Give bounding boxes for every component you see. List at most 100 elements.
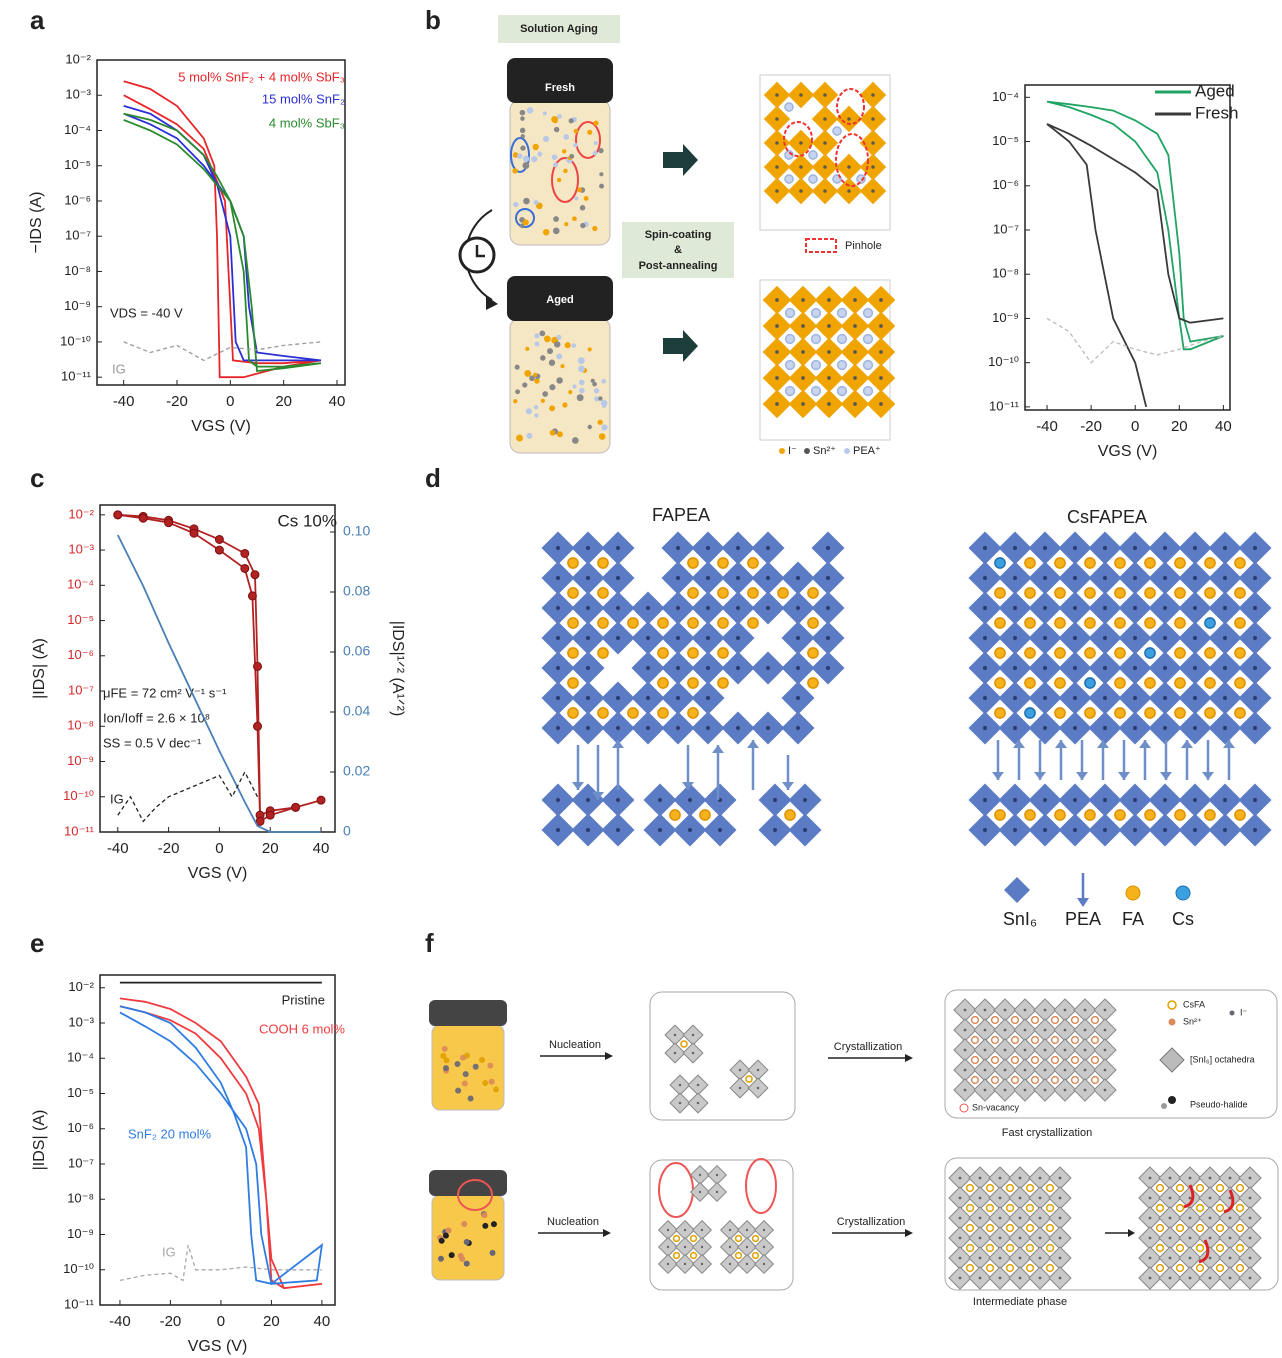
y-tick-label: 10⁻⁸ <box>67 718 94 733</box>
atom <box>675 725 681 731</box>
atom <box>799 93 803 97</box>
atom <box>756 1086 760 1090</box>
particle <box>590 378 595 383</box>
cation <box>567 647 579 659</box>
label-box <box>622 222 734 278</box>
atom <box>1252 545 1258 551</box>
label: Solution Aging <box>520 23 598 35</box>
cation <box>965 1183 975 1193</box>
y-tick-label: 10⁻⁹ <box>992 310 1019 325</box>
atom <box>1102 635 1108 641</box>
cation <box>784 809 796 821</box>
particle <box>525 408 532 415</box>
particle <box>577 357 585 365</box>
atom <box>1168 1176 1172 1180</box>
atom <box>1042 635 1048 641</box>
atom <box>715 1173 719 1177</box>
atom <box>1248 1236 1252 1240</box>
atom <box>1168 1256 1172 1260</box>
arrow-head <box>1139 740 1151 748</box>
atom <box>1148 1176 1152 1180</box>
x-tick-label: -20 <box>1080 418 1102 435</box>
cation <box>687 617 699 629</box>
step-label: Nucleation <box>549 1039 601 1051</box>
atom <box>983 1088 987 1092</box>
particle <box>481 1212 488 1219</box>
particle <box>488 1078 495 1085</box>
atom <box>1103 1088 1107 1092</box>
series-line <box>117 770 259 823</box>
particle <box>542 111 547 116</box>
atom <box>825 665 831 671</box>
arrow-head <box>1181 740 1193 748</box>
atom <box>1248 1216 1252 1220</box>
atom <box>1012 695 1018 701</box>
particle <box>440 1052 447 1059</box>
atom <box>1102 605 1108 611</box>
atom <box>765 605 771 611</box>
atom <box>1132 545 1138 551</box>
cation <box>1114 647 1126 659</box>
marker <box>240 548 250 558</box>
cation <box>808 174 818 184</box>
y-tick-label: 10⁻¹⁰ <box>63 1261 94 1276</box>
cation <box>1144 617 1156 629</box>
cation <box>1005 1263 1015 1273</box>
particle <box>556 431 563 438</box>
cation <box>810 307 822 319</box>
atom <box>645 725 651 731</box>
cation <box>965 1243 975 1253</box>
cation <box>1030 1035 1040 1045</box>
cation <box>657 617 669 629</box>
atom <box>775 117 779 121</box>
atom <box>765 575 771 581</box>
atom <box>1148 1216 1152 1220</box>
atom <box>1043 1008 1047 1012</box>
particle <box>551 115 559 123</box>
atom <box>775 350 779 354</box>
cation <box>1235 1263 1245 1273</box>
cation <box>1084 677 1096 689</box>
atom <box>1222 695 1228 701</box>
particle <box>461 1220 468 1227</box>
atom <box>585 575 591 581</box>
atom <box>1252 665 1258 671</box>
atom <box>735 635 741 641</box>
atom <box>1222 545 1228 551</box>
atom <box>799 165 803 169</box>
arrow-head <box>1202 772 1214 780</box>
cation <box>687 647 699 659</box>
atom <box>615 605 621 611</box>
legend-text: CsFA <box>1183 999 1205 1009</box>
cation <box>687 587 699 599</box>
atom <box>705 545 711 551</box>
y-tick-label: 10⁻⁸ <box>992 266 1019 281</box>
cation <box>1174 647 1186 659</box>
atom <box>982 695 988 701</box>
panel-letter: a <box>30 5 45 35</box>
atom <box>1248 1196 1252 1200</box>
atom <box>1192 545 1198 551</box>
atom <box>1042 797 1048 803</box>
particle <box>532 143 539 151</box>
particle <box>553 216 559 222</box>
atom <box>958 1256 962 1260</box>
atom <box>963 1068 967 1072</box>
marker <box>240 563 250 573</box>
atom <box>1083 1068 1087 1072</box>
atom <box>1148 1236 1152 1240</box>
atom <box>1018 1216 1022 1220</box>
cation <box>1114 587 1126 599</box>
cation <box>994 677 1006 689</box>
cation <box>1090 1015 1100 1025</box>
atom <box>1003 1028 1007 1032</box>
atom <box>1162 827 1168 833</box>
atom <box>982 575 988 581</box>
atom <box>666 1262 670 1266</box>
cation <box>1024 647 1036 659</box>
y-tick-label: 10⁻⁷ <box>65 228 91 243</box>
cation <box>1010 1015 1020 1025</box>
cation <box>1195 1263 1205 1273</box>
arrow-head <box>1128 1229 1135 1237</box>
atom <box>1072 797 1078 803</box>
